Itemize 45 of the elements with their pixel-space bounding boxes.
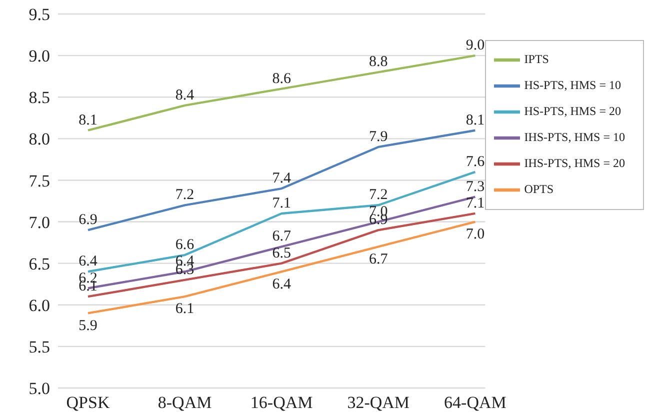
data-label: 7.4 — [272, 170, 292, 187]
y-tick-label: 6.5 — [28, 254, 50, 274]
x-tick-label: 16-QAM — [250, 393, 313, 412]
data-label: 6.1 — [175, 301, 194, 318]
x-tick-label: QPSK — [66, 393, 110, 412]
y-tick-label: 8.0 — [28, 130, 50, 149]
data-label: 6.7 — [272, 228, 292, 245]
data-label: 9.0 — [466, 38, 485, 54]
y-tick-label: 9.5 — [28, 5, 50, 24]
legend-label: HS-PTS, HMS = 20 — [524, 104, 621, 118]
y-tick-label: 9.0 — [28, 46, 50, 66]
legend-label: OPTS — [524, 182, 554, 196]
data-label: 5.9 — [78, 318, 98, 334]
y-tick-label: 7.5 — [28, 171, 50, 190]
data-label: 7.6 — [466, 154, 486, 170]
y-tick-label: 8.5 — [28, 88, 50, 108]
data-label: 7.2 — [369, 187, 388, 204]
data-label: 7.2 — [175, 187, 194, 204]
data-label: 8.8 — [369, 54, 388, 70]
x-tick-label: 32-QAM — [347, 393, 410, 412]
y-tick-label: 5.5 — [28, 337, 50, 356]
data-label: 8.6 — [272, 70, 292, 87]
data-label: 6.4 — [272, 276, 292, 292]
data-label: 7.9 — [369, 128, 388, 145]
data-label: 6.6 — [175, 237, 195, 254]
data-label: 7.1 — [272, 195, 291, 212]
data-label: 6.7 — [369, 251, 388, 268]
data-label: 8.1 — [78, 112, 98, 128]
data-label: 7.0 — [466, 226, 485, 242]
legend-label: IHS-PTS, HMS = 10 — [524, 130, 625, 144]
data-label: 8.1 — [466, 112, 485, 128]
data-label: 7.1 — [466, 195, 485, 212]
legend-label: IHS-PTS, HMS = 20 — [524, 156, 625, 170]
data-label: 7.3 — [466, 178, 485, 195]
y-tick-label: 7.0 — [28, 212, 50, 232]
data-label: 6.5 — [272, 245, 291, 262]
y-tick-label: 6.0 — [28, 296, 50, 315]
legend-label: IPTS — [524, 52, 549, 66]
x-tick-label: 8-QAM — [158, 393, 212, 412]
y-tick-label: 5.0 — [28, 379, 50, 398]
legend-label: HS-PTS, HMS = 10 — [524, 78, 621, 92]
data-label: 6.4 — [78, 254, 98, 270]
x-tick-label: 64-QAM — [444, 393, 506, 412]
data-label: 8.4 — [175, 87, 195, 104]
data-label: 6.9 — [78, 212, 98, 228]
